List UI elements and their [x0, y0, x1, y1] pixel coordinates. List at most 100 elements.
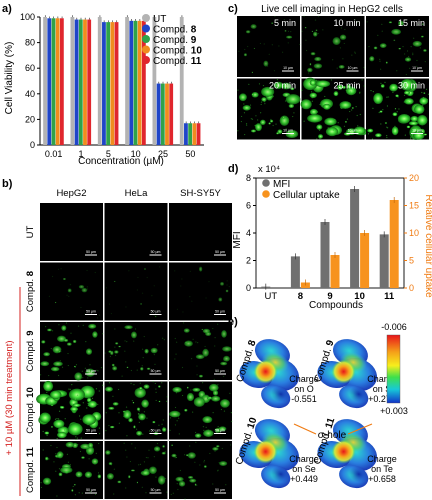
panel-b-micrograph-cell	[183, 328, 190, 333]
panel-c-micrograph-cell	[404, 57, 412, 62]
panel-b-micrograph-speck	[178, 417, 180, 419]
panel-c-micrograph-cell	[332, 37, 341, 46]
panel-b-micrograph-speck	[66, 294, 68, 296]
panel-b-micrograph-cell	[75, 471, 83, 478]
panel-b-micrograph: 50 µm	[169, 381, 233, 440]
panel-c-micrograph-cell	[339, 34, 347, 40]
panel-c-micrograph-speck	[287, 84, 289, 87]
panel-b-micrograph-cell	[218, 297, 223, 302]
esp-colorbar-max: -0.006	[381, 322, 407, 332]
panel-c-micrograph-speck	[359, 113, 361, 116]
panel-b-micrograph-speck	[141, 348, 144, 350]
panel-b-micrograph-speck	[48, 458, 50, 460]
panel-c-micrograph-speck	[245, 123, 248, 125]
panel-b-micrograph-cell	[50, 390, 62, 400]
panel-b-micrograph-cell	[81, 456, 85, 459]
panel-b-micrograph-speck	[80, 418, 82, 420]
panel-b-micrograph-cell	[54, 301, 57, 304]
panel-b-micrograph-speck	[95, 452, 97, 454]
panel-c-micrograph-cell	[395, 31, 397, 33]
panel-b-micrograph-speck	[184, 498, 186, 500]
panel-b-micrograph: 50 µm	[169, 203, 232, 261]
panel-a-legend-entry: Compd. 8	[153, 25, 197, 36]
panel-b-micrograph-speck	[148, 430, 151, 432]
panel-b-micrograph-cell	[85, 348, 93, 355]
panel-b-micrograph-cell	[47, 328, 52, 332]
panel-b-micrograph-speck	[205, 426, 207, 428]
panel-b-micrograph-speck	[54, 418, 57, 420]
panel-c-micrograph-cell	[412, 40, 422, 47]
panel-b-row-label-number: 11	[25, 446, 36, 457]
panel-c-micrograph-speck	[284, 100, 287, 102]
esp-surface	[239, 339, 300, 409]
panel-c-micrograph-speck	[299, 43, 301, 46]
panel-b-micrograph-speck	[50, 444, 52, 447]
panel-c-micrograph-speck	[404, 134, 406, 136]
panel-c-micrograph-cell	[288, 103, 295, 109]
panel-d-uptake-bar	[389, 200, 399, 288]
panel-a-legend-entry-number: 9	[191, 35, 197, 46]
panel-c-micrograph-speck	[367, 133, 370, 135]
panel-b-row-label-text: Compd.	[25, 336, 36, 372]
panel-c-micrograph-speck	[246, 124, 248, 126]
panel-b-micrograph-cell	[171, 444, 174, 447]
panel-b-micrograph-speck	[55, 470, 57, 472]
panel-b-micrograph-speck	[212, 412, 214, 414]
panel-d-x-tick-label: 8	[298, 291, 303, 302]
panel-c-micrograph-speck	[257, 119, 259, 121]
panel-b-micrograph-speck	[130, 382, 132, 385]
panel-b-micrograph-scale-bar-label: 50 µm	[86, 250, 96, 254]
panel-b-micrograph-scale-bar-label: 50 µm	[151, 488, 161, 492]
panel-b-micrograph-cell	[74, 398, 77, 400]
panel-c-micrograph-cell	[325, 126, 339, 137]
panel-b-micrograph-cell	[194, 483, 197, 486]
panel-b-micrograph-speck	[56, 495, 58, 497]
panel-b-micrograph-cell	[186, 386, 189, 389]
panel-b-micrograph-cell	[202, 348, 209, 357]
panel-b-micrograph-scale-bar-label: 50 µm	[86, 429, 96, 433]
panel-c-micrograph-speck	[281, 51, 284, 53]
panel-b-micrograph-speck	[146, 276, 148, 279]
panel-b-micrograph-speck	[56, 437, 58, 440]
panel-b-micrograph-background	[169, 441, 232, 499]
panel-b-micrograph-speck	[161, 382, 163, 384]
panel-c-micrograph-speck	[266, 65, 269, 67]
panel-c-micrograph-speck	[251, 118, 254, 120]
panel-b-column-header: SH-SY5Y	[180, 188, 221, 199]
panel-c-time-label: 30 min	[398, 81, 425, 91]
panel-c-micrograph-cell	[239, 93, 247, 102]
panel-b-micrograph-cell	[108, 406, 115, 410]
panel-d-mfi-bar	[379, 234, 389, 288]
panel-b-micrograph-speck	[76, 437, 78, 439]
panel-b-micrograph-speck	[174, 358, 176, 360]
panel-c-micrograph-scale-bar-label: 10 µm	[412, 66, 422, 70]
panel-d-mfi-bar	[350, 189, 360, 288]
panel-b-micrograph-cell	[81, 287, 88, 293]
panel-b-micrograph-speck	[98, 314, 101, 316]
panel-c-micrograph-speck	[377, 34, 379, 36]
panel-b-micrograph-speck	[108, 303, 111, 305]
panel-b-micrograph-speck	[67, 364, 69, 367]
panel-c-micrograph-speck	[420, 28, 422, 30]
panel-b-micrograph-speck	[60, 268, 62, 270]
panel-c-micrograph: 10 µm	[237, 15, 301, 77]
panel-b-micrograph-speck	[192, 397, 194, 399]
panel-b-micrograph-speck	[159, 266, 161, 268]
panel-c-micrograph-speck	[332, 59, 334, 61]
panel-a-bar	[125, 17, 129, 145]
panel-b-micrograph-speck	[177, 488, 179, 491]
panel-b-micrograph-speck	[174, 406, 177, 409]
panel-d-legend-entry: Cellular uptake	[273, 190, 340, 201]
panel-d-y-tick-label: 6	[246, 201, 251, 211]
esp-compound-label-number: 9	[324, 338, 336, 347]
panel-b-micrograph-cell	[84, 471, 93, 478]
panel-b-micrograph-speck	[94, 493, 97, 495]
panel-b-micrograph-speck	[105, 430, 107, 432]
panel-b-micrograph-cell	[118, 345, 121, 348]
panel-b-micrograph-speck	[81, 492, 83, 494]
panel-b-micrograph-speck	[82, 402, 84, 404]
panel-b-micrograph-cell	[66, 342, 72, 346]
panel-c-micrograph-speck	[310, 91, 313, 93]
panel-c-micrograph-cell	[408, 121, 419, 126]
